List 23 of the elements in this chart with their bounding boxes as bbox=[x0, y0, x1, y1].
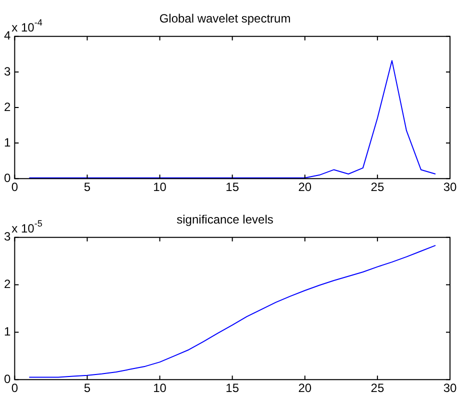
y-tick-label: 2 bbox=[4, 277, 11, 292]
x-tick-label: 30 bbox=[443, 381, 457, 396]
x-tick-label: 25 bbox=[370, 180, 384, 194]
y-tick-label: 2 bbox=[4, 100, 11, 114]
x-tick-label: 10 bbox=[153, 180, 167, 194]
x-tick-label: 5 bbox=[84, 381, 91, 396]
x-tick-label: 15 bbox=[226, 180, 240, 194]
x-tick-label: 10 bbox=[153, 381, 167, 396]
x-tick-label: 5 bbox=[84, 180, 91, 194]
y-tick-label: 3 bbox=[4, 230, 11, 244]
x-tick-label: 15 bbox=[226, 381, 240, 396]
x-tick-label: 20 bbox=[298, 180, 312, 194]
chart-title: significance levels bbox=[176, 212, 274, 227]
x-tick-label: 25 bbox=[370, 381, 384, 396]
y-tick-label: 3 bbox=[4, 64, 11, 78]
y-tick-label: 1 bbox=[4, 324, 11, 339]
chart-title: Global wavelet spectrum bbox=[159, 12, 291, 26]
x-tick-label: 30 bbox=[443, 180, 457, 194]
y-tick-label: 1 bbox=[4, 135, 11, 150]
y-tick-label: 0 bbox=[4, 170, 11, 185]
x-tick-label: 20 bbox=[298, 381, 312, 396]
y-tick-label: 4 bbox=[4, 28, 11, 43]
y-tick-label: 0 bbox=[4, 372, 11, 386]
